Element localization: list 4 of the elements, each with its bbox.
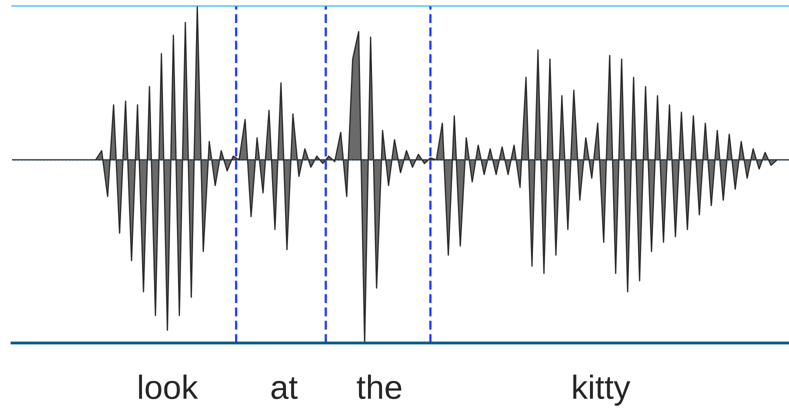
text: the [356, 374, 402, 400]
text: at [271, 377, 298, 400]
text: kitty [573, 374, 630, 406]
text: look [139, 374, 198, 400]
